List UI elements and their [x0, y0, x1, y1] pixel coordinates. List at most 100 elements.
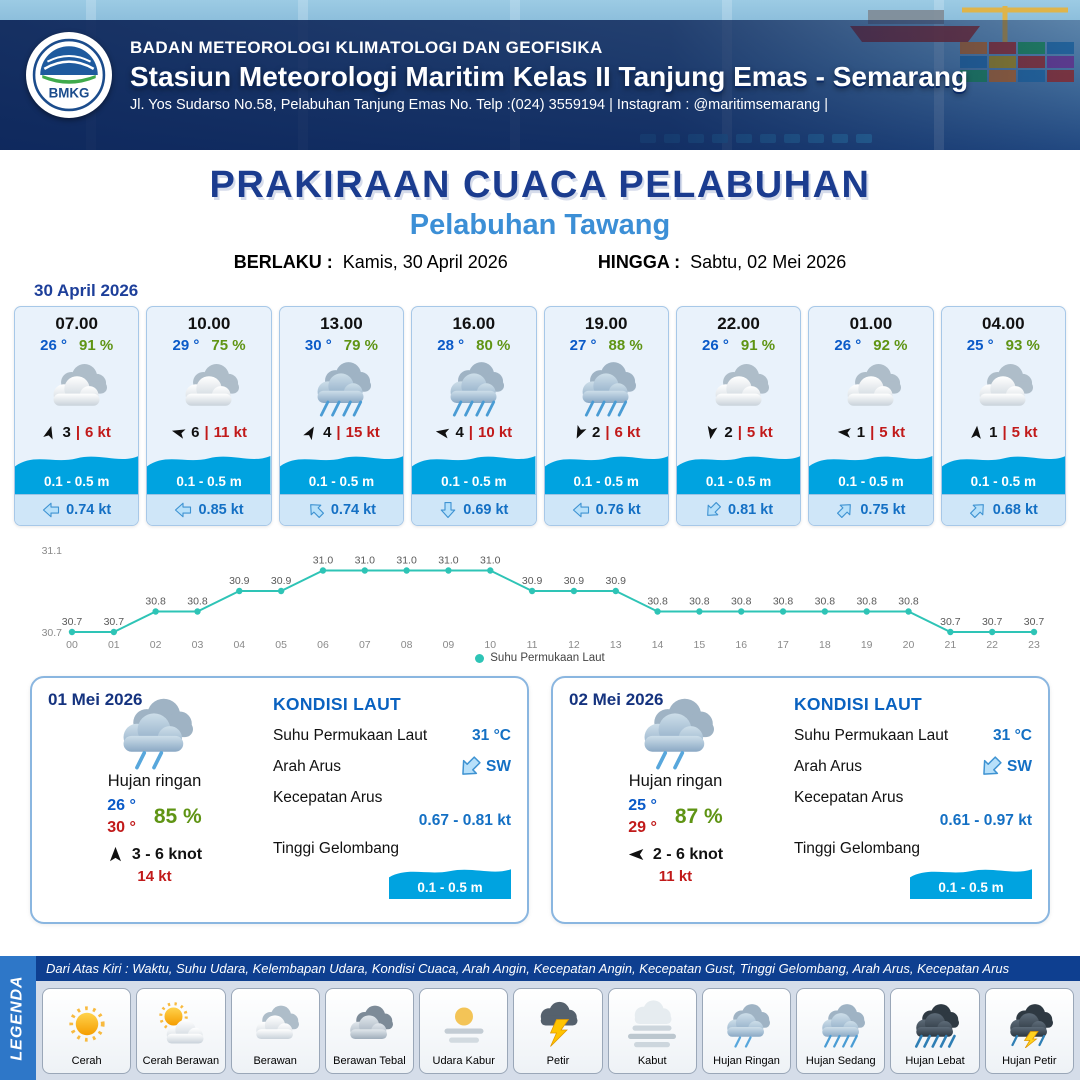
current-direction-icon [833, 497, 858, 522]
current-row: 0.69 kt [412, 494, 536, 525]
temp-max: 29 ° [628, 819, 657, 837]
svg-text:17: 17 [777, 639, 789, 650]
valid-to-date: Sabtu, 02 Mei 2026 [690, 252, 847, 272]
temp-humidity-row: 26 ° 92 % [809, 337, 932, 354]
air-temperature: 26 ° [834, 337, 862, 354]
wind-speed: 6 [191, 423, 200, 441]
svg-text:23: 23 [1028, 639, 1040, 650]
weather-icon [280, 354, 403, 420]
wind-row: 4 | 10 kt [412, 420, 535, 444]
wind-direction-icon [703, 423, 720, 440]
wave-height-value: 0.1 - 0.5 m [308, 474, 375, 489]
svg-text:10: 10 [484, 639, 496, 650]
svg-text:31.0: 31.0 [355, 555, 376, 567]
current-direction-icon [303, 497, 328, 522]
wave-icon [147, 456, 271, 494]
sea-surface-temp: 31 °C [993, 727, 1032, 744]
wave-height: 0.1 - 0.5 m [809, 448, 933, 494]
wave-icon [910, 869, 1032, 899]
forecast-card: 07.00 26 ° 91 % 3 | 6 kt 0.1 - 0.5 m 0.7… [14, 306, 140, 526]
svg-text:22: 22 [986, 639, 998, 650]
daily-temps: 25 ° 29 ° 87 % [628, 795, 723, 840]
forecast-time: 16.00 [452, 314, 496, 333]
valid-from-date: Kamis, 30 April 2026 [342, 252, 508, 272]
current-direction-icon [974, 750, 1008, 784]
weather-icon [545, 354, 668, 420]
sst-row: Suhu Permukaan Laut 31 °C [794, 727, 1032, 745]
current-speed-row: Kecepatan Arus 0.61 - 0.97 kt [794, 789, 1032, 830]
svg-text:31.1: 31.1 [42, 545, 63, 557]
daily-date: 01 Mei 2026 [48, 690, 143, 709]
wave-height: 0.1 - 0.5 m [676, 448, 801, 494]
wave-height-value: 0.1 - 0.5 m [417, 880, 483, 895]
wind-row: 2 | 6 kt [545, 420, 668, 444]
wind-row: 6 | 11 kt [147, 420, 270, 444]
humidity: 91 % [79, 337, 114, 354]
wind-speed: 2 [724, 423, 733, 441]
weather-icon [15, 354, 138, 420]
air-temperature: 29 ° [172, 337, 200, 354]
legend-weather-icon [715, 992, 777, 1056]
wave-height: 0.1 - 0.5 m [15, 448, 139, 494]
wind-gust: 6 kt [85, 423, 111, 441]
wind-gust: 6 kt [614, 423, 641, 441]
svg-text:09: 09 [443, 639, 455, 650]
sst-chart-section: 30.7 00 30.7 01 30.8 02 30.8 03 30.9 04 30.9 05 31.0… [0, 526, 1080, 664]
legend-item: Berawan Tebal [324, 987, 415, 1074]
svg-text:30.9: 30.9 [564, 575, 585, 587]
current-direction-icon [439, 501, 457, 519]
current-direction-label: Arah Arus [272, 758, 342, 775]
legend-item: Berawan [230, 987, 320, 1074]
svg-text:30.7: 30.7 [62, 616, 83, 628]
forecast-card: 01.00 26 ° 92 % 1 | 5 kt 0.1 - 0.5 m 0.7… [808, 306, 934, 526]
legend-item: Petir [513, 987, 603, 1074]
sea-conditions-title: KONDISI LAUT [272, 694, 402, 714]
current-direction-icon [700, 497, 725, 522]
wave-icon [544, 456, 668, 494]
valid-to-label: HINGGA : [597, 252, 681, 272]
legend-note: Dari Atas Kiri : Waktu, Suhu Udara, Kele… [36, 956, 1080, 981]
wind-direction-icon [107, 846, 124, 863]
air-temperature: 25 ° [966, 337, 994, 354]
current-row: 0.68 kt [941, 494, 1065, 525]
sst-label: Suhu Permukaan Laut [272, 727, 428, 744]
legend-weather-icon [244, 992, 306, 1056]
wind-row: 4 | 15 kt [280, 420, 403, 444]
legend-item-label: Udara Kabur [432, 1054, 495, 1067]
daily-weather-panel: 02 Mei 2026 Hujan ringan 25 ° 29 ° 87 % … [569, 690, 782, 910]
legend-section: LEGENDA Dari Atas Kiri : Waktu, Suhu Uda… [0, 956, 1080, 1080]
divider: | [1002, 423, 1007, 441]
weather-icon [809, 354, 932, 420]
temp-min: 25 ° [628, 797, 657, 814]
bmkg-logo-text: BMKG [49, 86, 90, 101]
wind-row: 1 | 5 kt [809, 420, 932, 444]
page-title: PRAKIRAAN CUACA PELABUHAN [209, 164, 871, 206]
current-speed: 0.68 kt [992, 502, 1038, 518]
legend-item-label: Cerah Berawan [142, 1054, 220, 1067]
wind-speed: 3 [62, 423, 71, 441]
agency-name: BADAN METEOROLOGI KLIMATOLOGI DAN GEOFIS… [130, 37, 603, 57]
daily-condition: Hujan ringan [628, 772, 723, 790]
current-row: 0.85 kt [147, 494, 271, 525]
wind-gust: 11 kt [658, 867, 693, 885]
temp-humidity-row: 25 ° 93 % [942, 337, 1065, 354]
bmkg-logo: BMKG [26, 32, 112, 118]
wave-height-value: 0.1 - 0.5 m [441, 474, 507, 489]
svg-text:31.0: 31.0 [313, 555, 334, 567]
legend-side-bar: LEGENDA [0, 956, 36, 1080]
wind-direction-icon [169, 423, 187, 441]
svg-text:04: 04 [233, 639, 245, 650]
divider: | [870, 423, 875, 441]
legend-weather-icon [998, 992, 1060, 1056]
port-name: Pelabuhan Tawang [409, 209, 671, 241]
forecast-time: 01.00 [849, 314, 893, 333]
current-speed-row: Kecepatan Arus 0.67 - 0.81 kt [273, 789, 511, 830]
wind-direction-icon [41, 423, 59, 441]
current-direction-label: Arah Arus [793, 758, 863, 775]
legend-item-label: Petir [546, 1054, 570, 1067]
svg-text:11: 11 [527, 639, 538, 650]
forecast-card: 19.00 27 ° 88 % 2 | 6 kt 0.1 - 0.5 m 0.7… [543, 306, 669, 526]
current-speed: 0.75 kt [860, 502, 906, 518]
humidity: 92 % [873, 337, 908, 354]
